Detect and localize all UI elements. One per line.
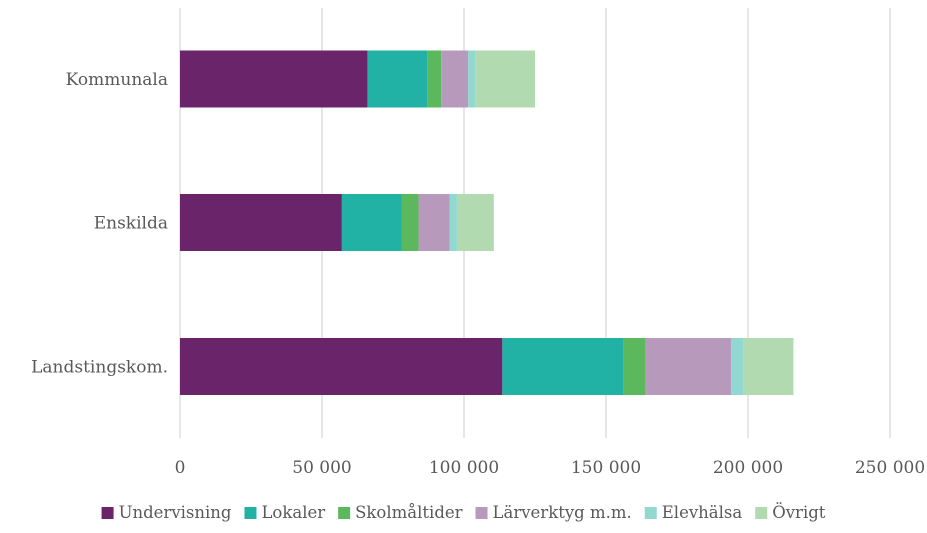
- bar-kommunala-larverktyg-m-m: [441, 50, 469, 108]
- x-tick-label: 100 000: [429, 458, 499, 478]
- legend-swatch: [244, 507, 257, 519]
- legend-swatch: [755, 507, 768, 519]
- x-tick-label: 0: [175, 458, 186, 478]
- bar-landstingskom-elevhalsa: [730, 338, 744, 395]
- bar-landstingskom-skolmaltider: [623, 338, 646, 395]
- bar-landstingskom-lokaler: [502, 338, 624, 395]
- legend-item-ovrigt: Övrigt: [755, 502, 826, 522]
- legend-item-elevhalsa: Elevhälsa: [644, 503, 743, 522]
- legend-item-skolmaltider: Skolmåltider: [338, 503, 463, 522]
- legend-label: Elevhälsa: [662, 503, 743, 522]
- legend-item-undervisning: Undervisning: [101, 503, 232, 522]
- legend-label: Undervisning: [119, 503, 232, 522]
- legend-swatch: [338, 507, 351, 519]
- bar-kommunala-undervisning: [180, 50, 368, 108]
- x-tick-label: 150 000: [571, 458, 641, 478]
- legend-label: Övrigt: [772, 502, 826, 522]
- legend-item-larverktyg-m-m: Lärverktyg m.m.: [475, 503, 632, 522]
- legend-label: Skolmåltider: [355, 503, 463, 522]
- bar-enskilda-skolmaltider: [401, 194, 419, 251]
- category-label-kommunala: Kommunala: [66, 70, 168, 90]
- x-tick-label: 50 000: [292, 458, 351, 478]
- bars: [180, 50, 794, 395]
- legend: Undervisning Lokaler Skolmåltider Lärverkty…: [101, 502, 826, 522]
- bar-landstingskom-ovrigt: [743, 338, 794, 395]
- x-axis-ticks: 0 50 000 100 000 150 000 200 000 250 000: [175, 458, 926, 478]
- legend-swatch: [475, 507, 488, 519]
- bar-kommunala-lokaler: [367, 50, 428, 108]
- legend-label: Lokaler: [261, 503, 325, 522]
- category-label-enskilda: Enskilda: [94, 214, 168, 234]
- bar-kommunala-elevhalsa: [468, 50, 476, 108]
- bar-landstingskom-undervisning: [180, 338, 503, 395]
- legend-swatch: [101, 507, 114, 519]
- x-tick-label: 200 000: [713, 458, 783, 478]
- bar-kommunala-skolmaltider: [427, 50, 442, 108]
- category-labels: Kommunala Enskilda Landstingskom.: [31, 70, 168, 378]
- legend-label: Lärverktyg m.m.: [493, 503, 632, 522]
- bar-enskilda-elevhalsa: [449, 194, 457, 251]
- bar-kommunala-ovrigt: [475, 50, 535, 108]
- category-label-landstingskom: Landstingskom.: [31, 358, 168, 378]
- bar-enskilda-undervisning: [180, 194, 342, 251]
- bar-landstingskom-larverktyg-m-m: [645, 338, 731, 395]
- x-tick-label: 250 000: [855, 458, 925, 478]
- bar-enskilda-ovrigt: [456, 194, 494, 251]
- bar-enskilda-larverktyg-m-m: [418, 194, 450, 251]
- legend-swatch: [644, 507, 657, 519]
- bar-enskilda-lokaler: [341, 194, 402, 251]
- legend-item-lokaler: Lokaler: [244, 503, 325, 522]
